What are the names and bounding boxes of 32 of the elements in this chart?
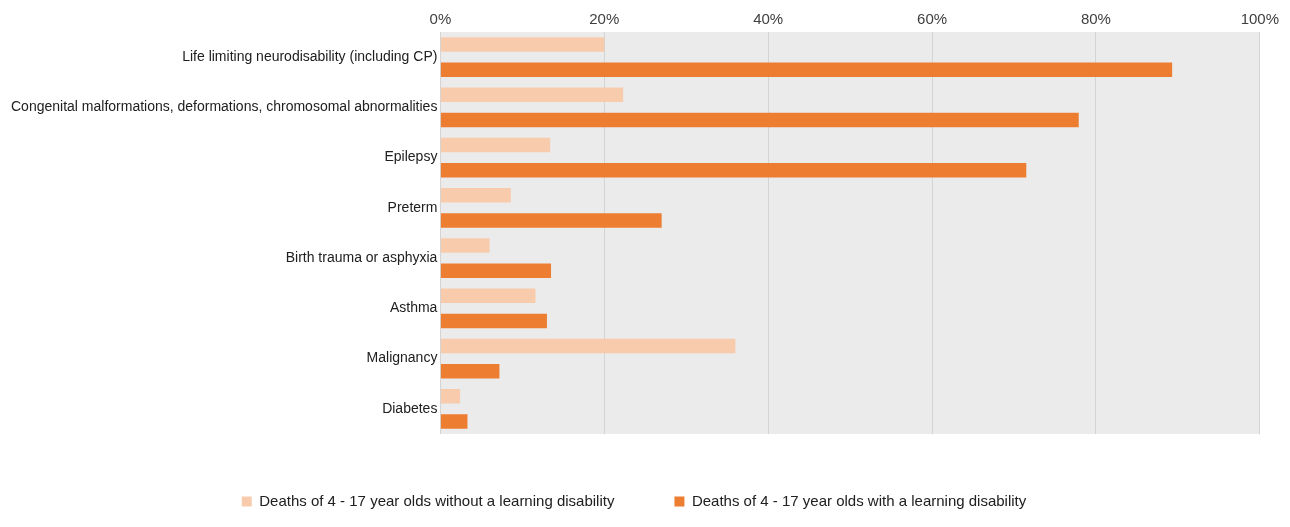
bar [440, 363, 500, 379]
bar [440, 338, 736, 354]
bar [440, 313, 547, 329]
bar [440, 137, 551, 153]
y-tick-label: Life limiting neurodisability (including CP) [182, 47, 438, 64]
bar [440, 62, 1173, 77]
bar [440, 213, 662, 228]
y-tick-label: Congenital malformations, deformations, chromosomal abnormalities [10, 98, 438, 115]
bar [440, 238, 490, 253]
bar [440, 414, 468, 429]
bar [440, 389, 461, 404]
y-tick-label: Epilepsy [384, 148, 438, 165]
y-tick-label: Preterm [387, 198, 438, 215]
legend-label: Deaths of 4 - 17 year olds with a learning disability [691, 491, 1027, 509]
x-tick-label: 60% [917, 10, 948, 28]
x-tick-label: 40% [753, 10, 784, 28]
bar [440, 263, 552, 278]
y-tick-label: Malignancy [366, 349, 438, 366]
bar [440, 87, 624, 103]
bar [440, 188, 511, 203]
y-tick-label: Diabetes [382, 399, 438, 416]
y-tick-label: Birth trauma or asphyxia [285, 248, 438, 265]
x-tick-label: 20% [589, 10, 620, 28]
x-tick-label: 80% [1080, 10, 1111, 28]
x-tick-label: 100% [1240, 10, 1280, 28]
bar [440, 288, 536, 304]
bar [440, 37, 605, 52]
bar [440, 162, 1027, 178]
y-tick-label: Asthma [389, 299, 438, 316]
legend-label: Deaths of 4 - 17 year olds without a learning disability [259, 491, 615, 509]
x-tick-label: 0% [429, 10, 452, 28]
bar [440, 112, 1079, 128]
